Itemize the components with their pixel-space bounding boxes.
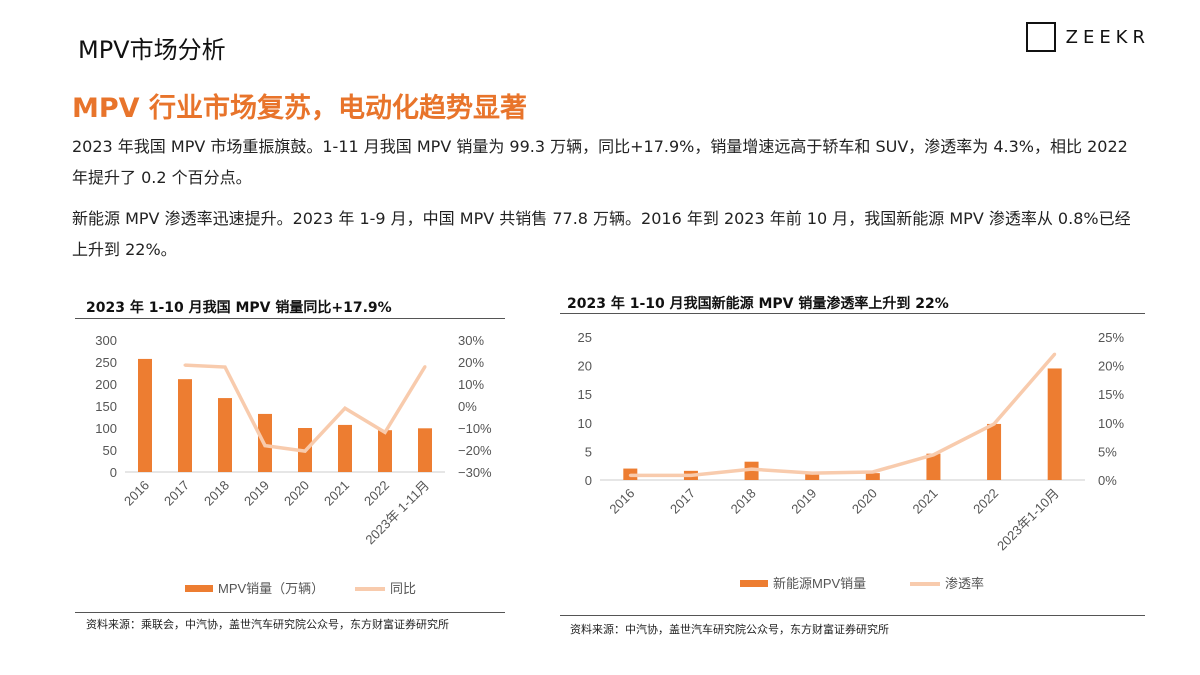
x-tick-label: 2020 [281,478,312,509]
y-right-tick-label: 0% [458,399,477,414]
line-point [1053,352,1057,356]
x-tick-label: 2018 [728,486,759,517]
y-left-tick-label: 25 [578,330,592,345]
logo-text: ZEEKR [1065,26,1150,48]
line-point [628,473,632,477]
y-left-tick-label: 50 [103,443,117,458]
paragraph-1: 2023 年我国 MPV 市场重振旗鼓。1-11 月我国 MPV 销量为 99.… [72,137,1128,187]
line-point [689,473,693,477]
x-tick-label: 2016 [121,478,152,509]
line-point [223,365,227,369]
y-right-tick-label: 10% [1098,416,1124,431]
bar [805,473,820,480]
x-tick-label: 2018 [201,478,232,509]
bar [418,428,432,472]
y-left-tick-label: 20 [578,359,592,374]
line-point [343,406,347,410]
x-tick-label: 2022 [361,478,392,509]
y-right-tick-label: 10% [458,377,484,392]
y-right-tick-label: −20% [458,443,492,458]
x-tick-label: 2020 [849,486,880,517]
x-tick-label: 2021 [321,478,352,509]
x-tick-label: 2019 [788,486,819,517]
zeekr-logo: ZEEKR [1025,22,1150,52]
y-left-tick-label: 0 [585,473,592,488]
y-right-tick-label: 25% [1098,330,1124,345]
x-tick-label: 2017 [161,478,192,509]
x-tick-label: 2017 [667,486,698,517]
logo-mark-icon [1025,22,1056,52]
y-right-tick-label: 30% [458,333,484,348]
chart1-title: 2023 年 1-10 月我国 MPV 销量同比+17.9% [86,300,392,316]
chart1-bottom-rule [75,612,505,613]
legend-bar-swatch [740,580,768,587]
y-left-tick-label: 150 [95,399,117,414]
y-right-tick-label: 20% [458,355,484,370]
legend-bar-label: MPV销量（万辆） [218,581,324,596]
y-right-tick-label: −30% [458,465,492,480]
y-left-tick-label: 0 [110,465,117,480]
y-left-tick-label: 250 [95,355,117,370]
line-point [750,467,754,471]
line-point [810,471,814,475]
line-point [871,470,875,474]
y-right-tick-label: 0% [1098,473,1117,488]
chart2-bottom-rule [560,615,1145,616]
y-left-tick-label: 300 [95,333,117,348]
chart2-title: 2023 年 1-10 月我国新能源 MPV 销量渗透率上升到 22% [567,296,949,312]
line-point [263,444,267,448]
paragraph-2: 新能源 MPV 渗透率迅速提升。2023 年 1-9 月，中国 MPV 共销售 … [72,209,1131,259]
x-tick-label: 2022 [970,486,1001,517]
slide-title: MPV市场分析 [78,36,226,64]
x-tick-label: 2021 [910,486,941,517]
legend-bar-swatch [185,585,213,592]
line-point [423,365,427,369]
x-tick-label: 2023年1-10月 [994,486,1062,554]
y-right-tick-label: 20% [1098,359,1124,374]
y-left-tick-label: 100 [95,421,117,436]
chart2: 0 5 10 15 20 25 0% 5% 10% 15% 20% 25% 2016 2017 2018 20… [578,330,1125,591]
y-left-tick-label: 200 [95,377,117,392]
y-left-tick-label: 5 [585,444,592,459]
legend-bar-label: 新能源MPV销量 [773,576,866,591]
bar [1047,368,1062,480]
chart2-source: 资料来源：中汽协，盖世汽车研究院公众号，东方财富证券研究所 [570,623,889,636]
line-point [183,363,187,367]
y-right-tick-label: −10% [458,421,492,436]
chart1-rule [75,318,505,319]
bar [338,424,352,472]
y-right-tick-label: 5% [1098,444,1117,459]
bar [987,423,1002,480]
line-point [303,449,307,453]
line-point [992,422,996,426]
legend-line-label: 同比 [390,581,416,596]
y-right-tick-label: 15% [1098,387,1124,402]
headline: MPV 行业市场复苏，电动化趋势显著 [72,93,527,124]
bar [218,398,232,472]
chart1-source: 资料来源：乘联会，中汽协，盖世汽车研究院公众号，东方财富证券研究所 [86,618,449,631]
line-series [630,353,1057,478]
bar [138,358,152,472]
bar [178,379,192,472]
line-point [931,453,935,457]
x-tick-label: 2019 [241,478,272,509]
line-point [383,430,387,434]
x-tick-label: 2016 [606,486,637,517]
bar [378,430,392,472]
bar [926,453,941,480]
legend-line-label: 渗透率 [945,576,984,591]
bar [865,473,880,480]
y-left-tick-label: 15 [578,387,592,402]
chart2-rule [560,313,1145,314]
y-left-tick-label: 10 [578,416,592,431]
chart1: 0 50 100 150 200 250 300 −30% −20% −10% 0% 10% 20% 30… [95,333,492,596]
